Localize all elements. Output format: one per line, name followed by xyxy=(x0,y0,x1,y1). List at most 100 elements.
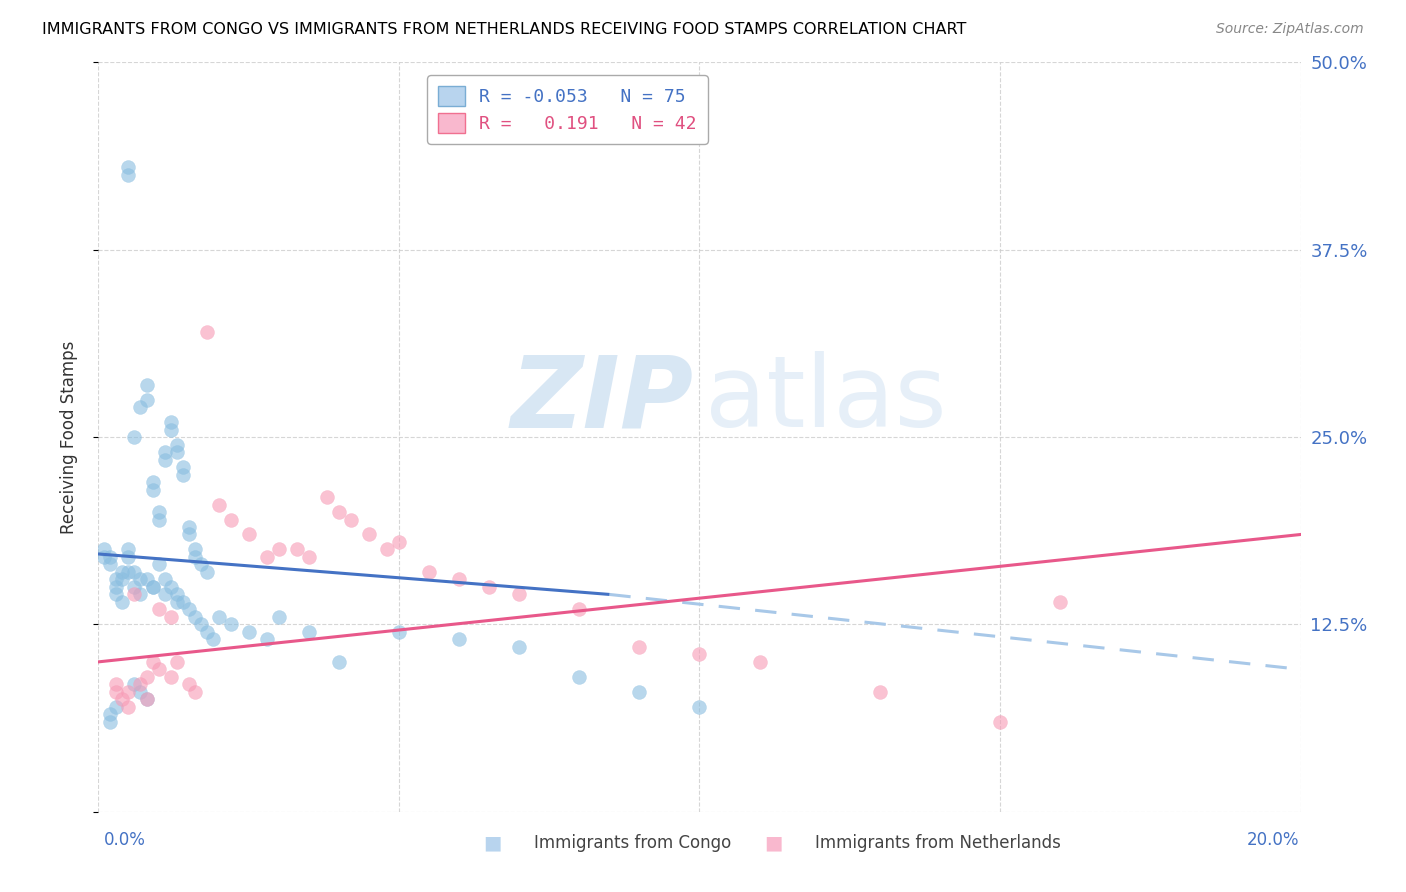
Point xyxy=(748,655,770,669)
Point xyxy=(159,415,181,429)
Point xyxy=(124,565,146,579)
Point xyxy=(159,580,181,594)
Point xyxy=(105,699,128,714)
Point xyxy=(190,558,212,572)
Point xyxy=(628,640,651,654)
Point xyxy=(172,467,194,482)
Point xyxy=(93,542,115,557)
Point xyxy=(93,549,115,564)
Point xyxy=(141,580,163,594)
Text: atlas: atlas xyxy=(706,351,948,448)
Point xyxy=(183,685,205,699)
Point xyxy=(129,685,152,699)
Point xyxy=(135,573,157,587)
Point xyxy=(166,655,188,669)
Point xyxy=(148,602,170,616)
Point xyxy=(141,475,163,489)
Point xyxy=(153,452,176,467)
Point xyxy=(183,542,205,557)
Point xyxy=(159,610,181,624)
Point xyxy=(105,587,128,601)
Point xyxy=(388,624,411,639)
Text: Source: ZipAtlas.com: Source: ZipAtlas.com xyxy=(1216,22,1364,37)
Point xyxy=(190,617,212,632)
Point xyxy=(148,558,170,572)
Text: ■: ■ xyxy=(763,833,783,853)
Point xyxy=(117,542,139,557)
Point xyxy=(357,527,380,541)
Point xyxy=(238,624,260,639)
Point xyxy=(100,549,122,564)
Point xyxy=(447,573,470,587)
Point xyxy=(298,624,321,639)
Point xyxy=(135,692,157,706)
Point xyxy=(208,610,231,624)
Text: Immigrants from Netherlands: Immigrants from Netherlands xyxy=(815,834,1062,852)
Point xyxy=(689,699,711,714)
Legend: R = -0.053   N = 75, R =   0.191   N = 42: R = -0.053 N = 75, R = 0.191 N = 42 xyxy=(427,75,707,144)
Text: ZIP: ZIP xyxy=(510,351,693,448)
Point xyxy=(117,565,139,579)
Point xyxy=(129,573,152,587)
Point xyxy=(117,685,139,699)
Point xyxy=(208,498,231,512)
Point xyxy=(124,587,146,601)
Point xyxy=(124,430,146,444)
Point xyxy=(129,587,152,601)
Point xyxy=(195,325,218,339)
Point xyxy=(111,595,134,609)
Point xyxy=(105,685,128,699)
Point xyxy=(689,648,711,662)
Point xyxy=(568,670,591,684)
Point xyxy=(172,595,194,609)
Point xyxy=(508,587,530,601)
Point xyxy=(1049,595,1071,609)
Point xyxy=(447,632,470,647)
Point xyxy=(172,460,194,475)
Point xyxy=(100,714,122,729)
Point xyxy=(105,580,128,594)
Point xyxy=(177,677,200,691)
Point xyxy=(177,527,200,541)
Point xyxy=(141,580,163,594)
Point xyxy=(340,512,363,526)
Point xyxy=(988,714,1011,729)
Point xyxy=(141,483,163,497)
Point xyxy=(135,670,157,684)
Point xyxy=(568,602,591,616)
Point xyxy=(219,617,242,632)
Point xyxy=(628,685,651,699)
Point xyxy=(256,549,278,564)
Point xyxy=(153,587,176,601)
Point xyxy=(298,549,321,564)
Point xyxy=(124,677,146,691)
Point xyxy=(105,573,128,587)
Point xyxy=(141,655,163,669)
Point xyxy=(148,512,170,526)
Point xyxy=(129,400,152,414)
Point xyxy=(111,692,134,706)
Point xyxy=(177,602,200,616)
Point xyxy=(256,632,278,647)
Point xyxy=(111,565,134,579)
Y-axis label: Receiving Food Stamps: Receiving Food Stamps xyxy=(59,341,77,533)
Point xyxy=(166,587,188,601)
Point xyxy=(267,542,290,557)
Point xyxy=(111,573,134,587)
Point xyxy=(135,392,157,407)
Text: ■: ■ xyxy=(482,833,502,853)
Point xyxy=(869,685,891,699)
Point xyxy=(117,549,139,564)
Point xyxy=(177,520,200,534)
Point xyxy=(201,632,224,647)
Point xyxy=(183,549,205,564)
Point xyxy=(388,535,411,549)
Point xyxy=(418,565,440,579)
Point xyxy=(267,610,290,624)
Point xyxy=(148,505,170,519)
Point xyxy=(135,377,157,392)
Text: Immigrants from Congo: Immigrants from Congo xyxy=(534,834,731,852)
Point xyxy=(117,161,139,175)
Point xyxy=(100,558,122,572)
Text: 20.0%: 20.0% xyxy=(1247,831,1299,849)
